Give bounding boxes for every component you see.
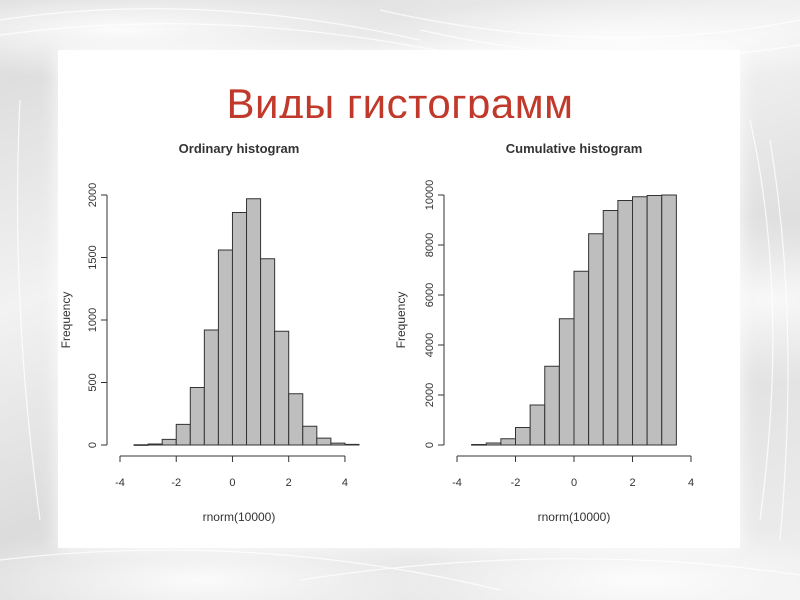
histogram-bar <box>602 210 619 446</box>
histogram-bar <box>189 387 205 446</box>
histogram-bar <box>133 444 149 446</box>
x-tick-label: 2 <box>629 477 635 489</box>
histogram-bar <box>573 270 590 446</box>
y-tick-label: 10000 <box>424 180 436 211</box>
histogram-bar <box>175 423 191 446</box>
histogram-bar <box>231 212 248 446</box>
chart-title: Cumulative histogram <box>506 141 643 156</box>
y-axis-label: Frequency <box>394 292 408 349</box>
histogram-bar <box>471 444 487 446</box>
x-axis: -4 -2 0 2 4 <box>115 455 348 489</box>
y-tick-label: 1000 <box>87 308 99 332</box>
cumulative-histogram-chart: Cumulative histogram rnorm(10000) Freque… <box>394 141 694 524</box>
slide-title: Виды гистограмм <box>226 80 574 118</box>
histogram-bar <box>288 393 304 446</box>
x-tick-label: 4 <box>342 477 348 489</box>
ordinary-histogram-chart: Ordinary histogram rnorm(10000) Frequenc… <box>59 141 360 524</box>
histogram-bar <box>588 233 604 446</box>
y-tick-label: 0 <box>424 442 436 448</box>
x-tick-label: -2 <box>511 477 521 489</box>
histogram-bar <box>260 258 276 446</box>
histogram-bar <box>147 443 163 446</box>
x-tick-label: 4 <box>688 477 694 489</box>
y-tick-label: 4000 <box>424 333 436 357</box>
histogram-bar <box>344 443 360 446</box>
x-tick-label: -4 <box>452 477 462 489</box>
histogram-bar <box>617 200 633 446</box>
histogram-bar <box>274 330 290 446</box>
histogram-bar <box>330 442 346 446</box>
histogram-bar <box>515 427 531 446</box>
y-axis: 0 500 1000 1500 2000 <box>87 183 108 448</box>
histogram-bar <box>246 198 262 446</box>
histogram-bar <box>632 196 648 446</box>
histogram-bar <box>558 318 575 446</box>
x-axis-label: rnorm(10000) <box>203 510 276 524</box>
x-tick-label: -2 <box>171 477 181 489</box>
y-tick-label: 500 <box>87 373 99 391</box>
histogram-bar <box>217 249 233 446</box>
y-axis-label: Frequency <box>59 292 73 349</box>
histogram-bar <box>529 404 546 446</box>
histogram-bar <box>203 329 219 446</box>
y-tick-label: 8000 <box>424 233 436 257</box>
y-tick-label: 2000 <box>424 383 436 407</box>
y-tick-label: 1500 <box>87 245 99 269</box>
y-axis: 0 2000 4000 6000 8000 10000 <box>424 180 445 448</box>
x-axis: -4 -2 0 2 4 <box>452 455 694 489</box>
chart-title: Ordinary histogram <box>179 141 300 156</box>
x-tick-label: 0 <box>571 477 577 489</box>
x-tick-label: 2 <box>286 477 292 489</box>
histogram-bar <box>500 438 516 446</box>
histogram-bar <box>646 195 663 446</box>
x-axis-label: rnorm(10000) <box>538 510 611 524</box>
histogram-bar <box>161 438 177 446</box>
x-tick-label: -4 <box>115 477 125 489</box>
y-tick-label: 0 <box>87 442 99 448</box>
y-tick-label: 2000 <box>87 183 99 207</box>
x-tick-label: 0 <box>229 477 235 489</box>
histogram-bar <box>485 442 502 446</box>
bar-group <box>133 198 360 446</box>
histogram-bar <box>544 365 560 446</box>
histogram-bar <box>302 425 318 446</box>
y-tick-label: 6000 <box>424 283 436 307</box>
bar-group <box>471 194 677 446</box>
histogram-bar <box>316 437 332 446</box>
histogram-bar <box>661 194 677 446</box>
